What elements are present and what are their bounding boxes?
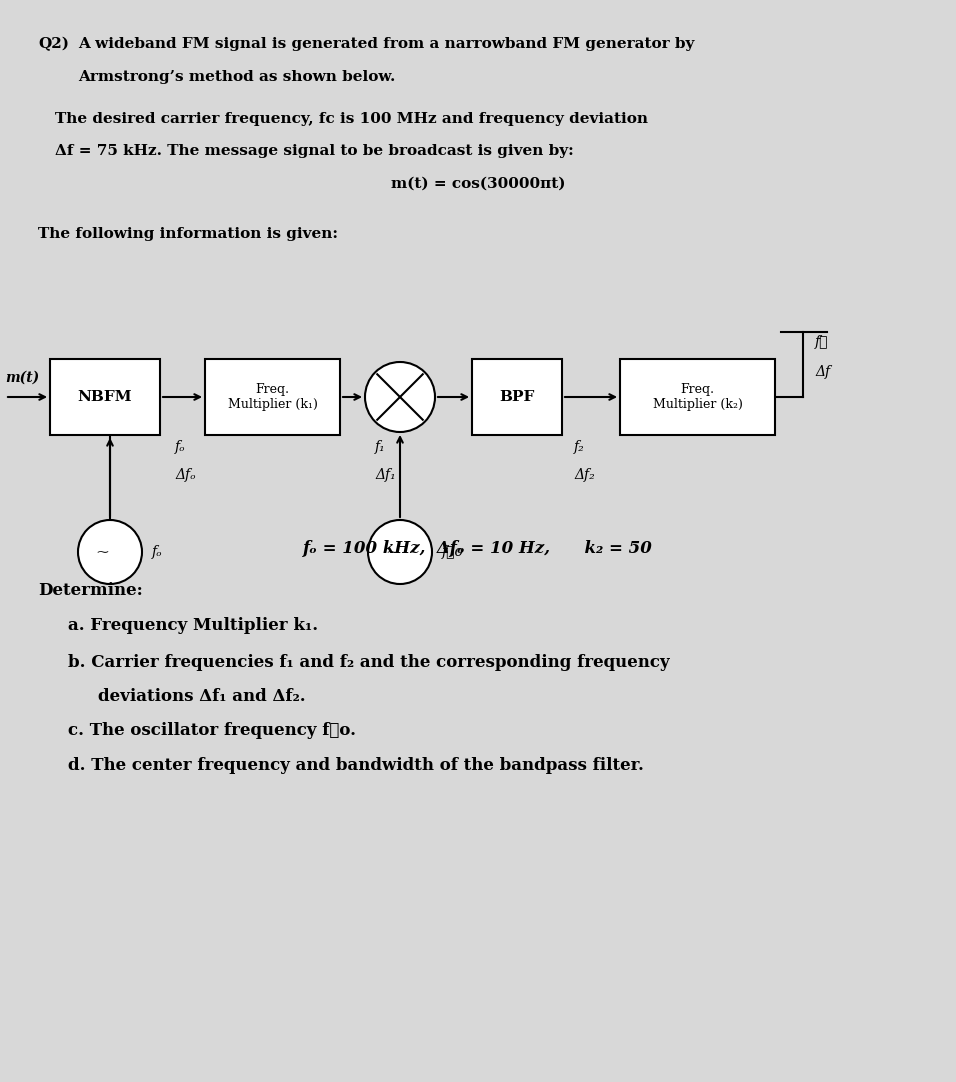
FancyBboxPatch shape	[620, 359, 775, 435]
Text: deviations Δf₁ and Δf₂.: deviations Δf₁ and Δf₂.	[98, 688, 306, 705]
Text: ~: ~	[95, 543, 109, 560]
Text: ~: ~	[385, 543, 399, 560]
Text: Q2): Q2)	[38, 37, 69, 51]
Text: a. Frequency Multiplier k₁.: a. Frequency Multiplier k₁.	[68, 617, 318, 634]
Text: m(t): m(t)	[5, 371, 39, 385]
FancyBboxPatch shape	[50, 359, 160, 435]
Text: f₁: f₁	[375, 440, 386, 454]
Text: Armstrong’s method as shown below.: Armstrong’s method as shown below.	[78, 70, 396, 84]
Circle shape	[368, 520, 432, 584]
Circle shape	[78, 520, 142, 584]
FancyBboxPatch shape	[205, 359, 340, 435]
Text: Δf = 75 kHz. The message signal to be broadcast is given by:: Δf = 75 kHz. The message signal to be br…	[55, 144, 574, 158]
Text: Freq.
Multiplier (k₂): Freq. Multiplier (k₂)	[653, 383, 743, 411]
Text: The desired carrier frequency, fc is 100 MHz and frequency deviation: The desired carrier frequency, fc is 100…	[55, 113, 648, 126]
Circle shape	[365, 362, 435, 432]
Text: NBFM: NBFM	[77, 390, 132, 404]
Text: fₒ: fₒ	[175, 440, 185, 454]
Text: Determine:: Determine:	[38, 582, 142, 599]
FancyBboxPatch shape	[472, 359, 562, 435]
Text: d. The center frequency and bandwidth of the bandpass filter.: d. The center frequency and bandwidth of…	[68, 757, 644, 774]
Text: A wideband FM signal is generated from a narrowband FM generator by: A wideband FM signal is generated from a…	[78, 37, 694, 51]
Text: BPF: BPF	[499, 390, 534, 404]
Text: b. Carrier frequencies f₁ and f₂ and the corresponding frequency: b. Carrier frequencies f₁ and f₂ and the…	[68, 654, 669, 671]
Text: fₒ: fₒ	[152, 545, 163, 559]
Text: Δf₁: Δf₁	[375, 469, 396, 481]
Text: fⲜ: fⲜ	[815, 335, 829, 349]
Text: f₂: f₂	[574, 440, 585, 454]
Text: fⲞo: fⲞo	[442, 545, 464, 559]
Text: fₒ = 100 kHz,  Δfₒ = 10 Hz,      k₂ = 50: fₒ = 100 kHz, Δfₒ = 10 Hz, k₂ = 50	[303, 540, 653, 557]
Text: Freq.
Multiplier (k₁): Freq. Multiplier (k₁)	[228, 383, 317, 411]
Text: Δfₒ: Δfₒ	[175, 469, 195, 481]
Text: Δf₂: Δf₂	[574, 469, 595, 481]
Text: m(t) = cos(30000πt): m(t) = cos(30000πt)	[391, 177, 565, 192]
Text: Δf: Δf	[815, 365, 830, 379]
Text: The following information is given:: The following information is given:	[38, 227, 338, 241]
Text: c. The oscillator frequency fⲞo.: c. The oscillator frequency fⲞo.	[68, 722, 356, 739]
